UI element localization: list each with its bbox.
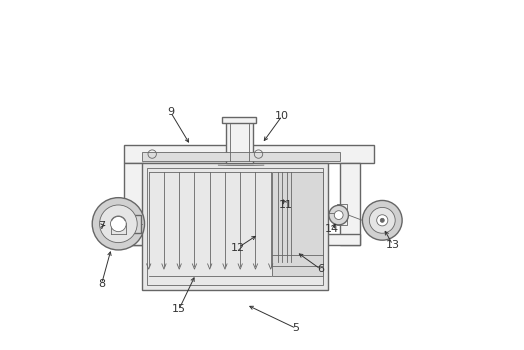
Bar [124, 234, 359, 245]
Text: 9: 9 [167, 107, 174, 117]
Circle shape [380, 218, 384, 222]
Circle shape [111, 216, 126, 232]
Circle shape [100, 205, 137, 243]
Bar [226, 119, 253, 163]
Circle shape [369, 208, 395, 233]
Bar [124, 145, 374, 163]
Text: 7: 7 [98, 220, 105, 231]
Circle shape [377, 215, 388, 226]
Text: 13: 13 [386, 240, 400, 250]
Text: 8: 8 [98, 279, 105, 289]
Text: 15: 15 [172, 304, 186, 314]
Bar [341, 163, 359, 245]
Bar [124, 163, 144, 245]
Bar [127, 215, 141, 232]
Circle shape [334, 211, 343, 219]
Circle shape [329, 205, 348, 225]
Text: 12: 12 [231, 243, 245, 252]
Text: 14: 14 [325, 224, 339, 234]
Text: 6: 6 [317, 264, 324, 274]
Bar [147, 168, 323, 285]
Circle shape [363, 201, 402, 240]
Bar [337, 204, 347, 225]
Bar [272, 172, 323, 276]
Bar [141, 152, 341, 161]
Circle shape [92, 198, 145, 250]
Text: 5: 5 [293, 323, 300, 334]
Text: 11: 11 [279, 199, 293, 210]
Bar [222, 117, 256, 124]
Bar [141, 163, 328, 290]
Text: 10: 10 [275, 111, 289, 121]
